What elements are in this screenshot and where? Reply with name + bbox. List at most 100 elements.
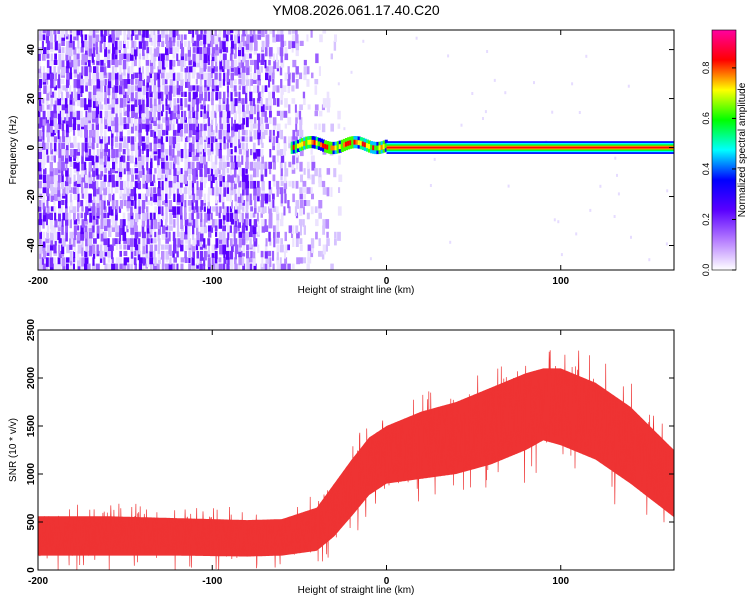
heatmap-cell — [184, 53, 188, 61]
heatmap-cell — [241, 79, 246, 87]
heatmap-cell — [215, 142, 219, 151]
heatmap-cell — [318, 206, 321, 213]
heatmap-cell — [165, 219, 168, 227]
heatmap-cell — [85, 110, 88, 118]
heatmap-cell — [160, 98, 164, 104]
heatmap-cell — [154, 79, 156, 86]
heatmap-cell — [288, 72, 291, 80]
heatmap-cell — [127, 168, 131, 175]
heatmap-cell — [115, 91, 118, 99]
heatmap-cell — [245, 117, 249, 128]
heatmap-cell — [203, 193, 206, 203]
heatmap-cell — [76, 53, 80, 60]
heatmap-cell — [107, 180, 111, 187]
heatmap-cell — [295, 47, 299, 57]
heatmap-cell — [195, 200, 199, 210]
heatmap-cell — [310, 155, 315, 162]
heatmap-cell — [49, 104, 52, 111]
heatmap-cell — [142, 212, 147, 221]
heatmap-cell — [154, 257, 157, 266]
heatmap-cell — [115, 200, 119, 210]
heatmap-cell — [215, 59, 218, 67]
heatmap-cell — [73, 117, 77, 125]
heatmap-cell — [226, 66, 230, 76]
heatmap-cell — [103, 66, 107, 76]
heatmap-cell — [150, 104, 153, 112]
heatmap-cell — [76, 187, 80, 193]
heatmap-cell — [111, 98, 115, 108]
heatmap-cell — [202, 149, 206, 157]
heatmap-cell — [211, 98, 214, 106]
heatmap-cell — [108, 34, 113, 43]
heatmap-cell — [210, 34, 215, 45]
heatmap-cell — [218, 193, 222, 203]
heatmap-cell — [226, 72, 230, 82]
heatmap-cell — [250, 206, 253, 212]
heatmap-cell — [336, 144, 340, 150]
heatmap-cell — [187, 47, 191, 57]
heatmap-cell — [219, 117, 222, 124]
heatmap-cell — [173, 98, 177, 106]
heatmap-cell — [200, 219, 203, 227]
heatmap-cell — [245, 212, 249, 219]
heatmap-cell — [100, 117, 103, 124]
heatmap-cell — [250, 123, 253, 132]
heatmap-cell — [165, 98, 168, 106]
heatmap-cell — [103, 238, 108, 246]
heatmap-cell — [135, 149, 139, 158]
heatmap-cell — [215, 238, 219, 248]
heatmap-cell — [130, 244, 134, 252]
heatmap-cell — [207, 72, 212, 81]
heatmap-cell — [227, 30, 231, 35]
heatmap-cell — [41, 40, 44, 50]
heatmap-cell — [138, 117, 143, 125]
heatmap-cell — [196, 85, 199, 92]
heatmap-cell — [123, 200, 127, 207]
heatmap-cell — [119, 187, 123, 197]
heatmap-cell — [215, 117, 217, 126]
heatmap-cell — [38, 219, 43, 226]
heatmap-cell — [141, 136, 145, 142]
heatmap-cell — [103, 244, 108, 253]
heatmap-cell — [269, 66, 272, 76]
heatmap-cell — [268, 91, 272, 101]
heatmap-cell — [108, 193, 112, 202]
heatmap-cell — [72, 238, 76, 247]
heatmap-cell — [307, 257, 312, 264]
heatmap-cell — [215, 180, 218, 191]
heatmap-cell — [164, 180, 168, 191]
heatmap-cell — [95, 34, 100, 42]
heatmap-cell — [242, 206, 245, 212]
heatmap-cell — [471, 92, 474, 95]
heatmap-cell — [127, 129, 131, 136]
heatmap-cell — [578, 111, 581, 114]
heatmap-cell — [246, 149, 249, 158]
heatmap-cell — [169, 155, 174, 161]
heatmap-cell — [310, 250, 314, 258]
heatmap-cell — [127, 193, 132, 202]
heatmap-cell — [111, 206, 114, 216]
heatmap-cell — [218, 149, 222, 159]
heatmap-cell — [196, 110, 199, 120]
heatmap-cell — [42, 72, 46, 83]
heatmap-cell — [115, 180, 119, 187]
heatmap-cell — [104, 91, 107, 102]
heatmap-cell — [161, 174, 164, 180]
heatmap-cell — [54, 40, 58, 51]
heatmap-cell — [49, 85, 52, 96]
heatmap-cell — [192, 85, 196, 91]
heatmap-cell — [283, 142, 287, 152]
heatmap-cell — [130, 47, 135, 55]
heatmap-cell — [100, 174, 103, 180]
heatmap-cell — [61, 257, 66, 267]
heatmap-cell — [302, 257, 307, 264]
heatmap-cell — [226, 155, 230, 161]
heatmap-cell — [88, 66, 92, 73]
heatmap-cell — [158, 180, 161, 189]
heatmap-cell — [54, 257, 57, 267]
heatmap-cell — [257, 129, 261, 140]
heatmap-cell — [45, 98, 49, 105]
heatmap-cell — [249, 91, 253, 102]
heatmap-cell — [192, 91, 197, 100]
heatmap-cell — [100, 142, 103, 152]
